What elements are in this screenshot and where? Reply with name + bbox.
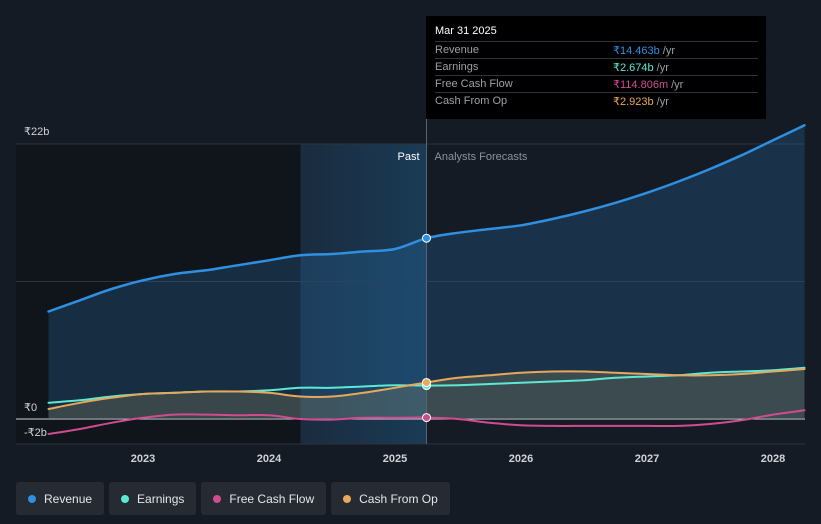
tooltip-unit: /yr	[656, 62, 669, 74]
y-tick-label: ₹22b	[24, 126, 49, 138]
y-tick-label: ₹0	[24, 402, 37, 414]
legend-label: Cash From Op	[359, 491, 438, 506]
tooltip-label: Free Cash Flow	[435, 78, 513, 90]
tooltip-unit: /yr	[671, 79, 684, 91]
x-tick-label: 2027	[635, 453, 659, 465]
tooltip-unit: /yr	[656, 96, 669, 108]
legend-dot-icon	[121, 494, 130, 503]
tooltip-row-cfo: Cash From Op ₹2.923b/yr	[435, 92, 758, 110]
tooltip-label: Earnings	[435, 61, 479, 73]
x-tick-label: 2023	[131, 453, 155, 465]
tooltip-date: Mar 31 2025	[435, 25, 497, 37]
x-tick-label: 2024	[257, 453, 282, 465]
x-tick-label: 2026	[509, 453, 533, 465]
legend-dot-icon	[213, 494, 222, 503]
legend-item-revenue[interactable]: Revenue	[16, 482, 105, 515]
tooltip-unit: /yr	[662, 45, 675, 57]
tooltip-value: ₹114.806m	[613, 79, 669, 91]
legend-dot-icon	[343, 494, 352, 503]
tooltip-value-wrap: ₹114.806m/yr	[613, 78, 683, 91]
legend-label: Earnings	[137, 491, 185, 506]
legend-label: Revenue	[44, 491, 93, 506]
x-tick-label: 2025	[383, 453, 407, 465]
legend-item-cash-from-op[interactable]: Cash From Op	[331, 482, 450, 515]
tooltip-label: Cash From Op	[435, 95, 508, 107]
tooltip-row-fcf: Free Cash Flow ₹114.806m/yr	[435, 75, 758, 93]
tooltip-value-wrap: ₹14.463b/yr	[613, 44, 675, 57]
y-tick-label: -₹2b	[24, 427, 47, 439]
revenue-marker	[422, 233, 431, 243]
x-tick-label: 2028	[761, 453, 785, 465]
past-highlight-region	[300, 144, 427, 444]
cash-from-op-marker	[422, 377, 431, 387]
tooltip-value-wrap: ₹2.674b/yr	[613, 61, 669, 74]
past-label: Past	[397, 151, 419, 163]
tooltip-value: ₹2.674b	[613, 62, 654, 74]
forecast-label: Analysts Forecasts	[435, 151, 528, 163]
tooltip-row-earnings: Earnings ₹2.674b/yr	[435, 58, 758, 76]
tooltip-label: Revenue	[435, 44, 480, 56]
legend-item-free-cash-flow[interactable]: Free Cash Flow	[201, 482, 327, 515]
legend-dot-icon	[28, 494, 36, 503]
tooltip-row-revenue: Revenue ₹14.463b/yr	[435, 41, 758, 59]
legend: Revenue Earnings Free Cash Flow Cash Fro…	[16, 482, 450, 515]
free-cash-flow-marker	[422, 413, 431, 423]
tooltip-value: ₹14.463b	[613, 45, 660, 57]
tooltip-value-wrap: ₹2.923b/yr	[613, 95, 669, 108]
tooltip-value: ₹2.923b	[613, 96, 654, 108]
legend-label: Free Cash Flow	[229, 491, 315, 506]
tooltip: Mar 31 2025 Revenue ₹14.463b/yr Earnings…	[426, 16, 766, 119]
legend-item-earnings[interactable]: Earnings	[109, 482, 197, 515]
